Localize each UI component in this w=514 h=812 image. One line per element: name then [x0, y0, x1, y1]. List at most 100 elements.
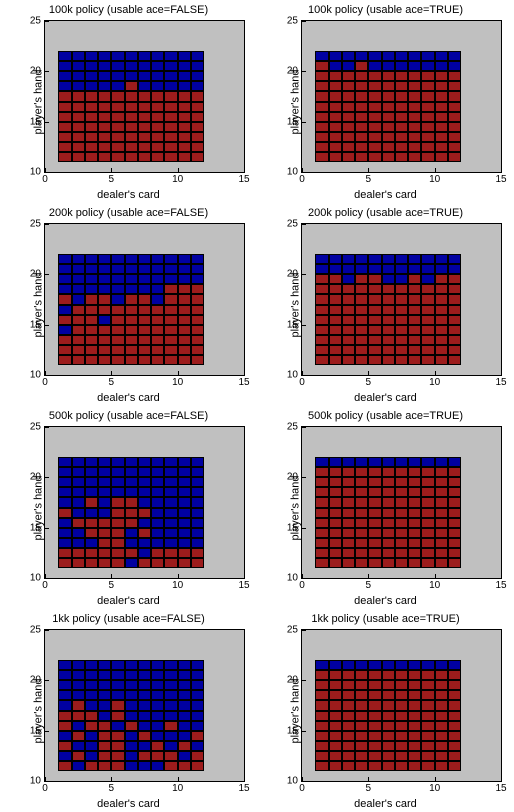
policy-cell: [368, 558, 381, 568]
policy-cell: [421, 487, 434, 497]
policy-cell: [355, 508, 368, 518]
panel-5: 500k policy (usable ace=TRUE)05101510152…: [257, 406, 514, 609]
panel-4: 500k policy (usable ace=FALSE)0510151015…: [0, 406, 257, 609]
policy-cell: [408, 71, 421, 81]
policy-cell: [395, 132, 408, 142]
policy-cell: [342, 355, 355, 365]
policy-cell: [58, 741, 71, 751]
policy-cell: [138, 315, 151, 325]
policy-cell: [58, 477, 71, 487]
policy-cell: [125, 761, 138, 771]
policy-cell: [125, 71, 138, 81]
policy-cell: [58, 142, 71, 152]
policy-cell: [72, 132, 85, 142]
ylabel: player's hand: [290, 272, 302, 337]
policy-cell: [421, 81, 434, 91]
policy-cell: [164, 548, 177, 558]
policy-cell: [395, 538, 408, 548]
ylabel: player's hand: [33, 678, 45, 743]
policy-cell: [151, 61, 164, 71]
policy-cell: [111, 670, 124, 680]
policy-cell: [111, 761, 124, 771]
policy-cell: [72, 538, 85, 548]
policy-cell: [85, 508, 98, 518]
policy-cell: [395, 690, 408, 700]
policy-cell: [164, 518, 177, 528]
xlabel: dealer's card: [257, 595, 514, 607]
policy-cell: [111, 81, 124, 91]
policy-cell: [315, 305, 328, 315]
policy-cell: [355, 741, 368, 751]
policy-cell: [191, 721, 204, 731]
policy-cell: [98, 721, 111, 731]
policy-cell: [98, 487, 111, 497]
policy-cell: [408, 61, 421, 71]
policy-cell: [98, 305, 111, 315]
policy-cell: [72, 508, 85, 518]
policy-cell: [408, 315, 421, 325]
policy-cell: [72, 274, 85, 284]
policy-cell: [85, 305, 98, 315]
ytick: 25: [30, 422, 45, 433]
policy-cell: [435, 761, 448, 771]
policy-cell: [125, 721, 138, 731]
policy-cell: [125, 518, 138, 528]
policy-cell: [329, 284, 342, 294]
policy-cell: [368, 751, 381, 761]
policy-cell: [58, 112, 71, 122]
policy-cell: [315, 335, 328, 345]
policy-cell: [151, 680, 164, 690]
policy-cell: [178, 508, 191, 518]
policy-cell: [421, 761, 434, 771]
policy-cell: [111, 355, 124, 365]
policy-cell: [98, 102, 111, 112]
policy-cell: [315, 51, 328, 61]
policy-cell: [125, 102, 138, 112]
policy-cell: [408, 264, 421, 274]
policy-cell: [329, 81, 342, 91]
policy-cell: [72, 355, 85, 365]
policy-cell: [178, 142, 191, 152]
policy-cell: [164, 538, 177, 548]
policy-cell: [72, 142, 85, 152]
policy-cell: [125, 254, 138, 264]
policy-cell: [368, 467, 381, 477]
policy-cell: [164, 711, 177, 721]
xtick: 15: [238, 172, 249, 185]
policy-cell: [355, 112, 368, 122]
policy-cell: [151, 355, 164, 365]
policy-cell: [448, 548, 461, 558]
policy-cell: [72, 51, 85, 61]
policy-cell: [138, 508, 151, 518]
policy-cell: [382, 761, 395, 771]
policy-cell: [191, 680, 204, 690]
policy-cell: [178, 122, 191, 132]
policy-cell: [435, 305, 448, 315]
policy-cell: [448, 112, 461, 122]
policy-cell: [421, 325, 434, 335]
policy-cell: [355, 284, 368, 294]
policy-cell: [315, 558, 328, 568]
policy-cell: [421, 122, 434, 132]
policy-cell: [315, 71, 328, 81]
policy-cell: [368, 528, 381, 538]
policy-cell: [342, 71, 355, 81]
policy-cell: [315, 660, 328, 670]
policy-cell: [111, 680, 124, 690]
policy-cell: [435, 680, 448, 690]
panel-2: 200k policy (usable ace=FALSE)0510151015…: [0, 203, 257, 406]
policy-cell: [58, 325, 71, 335]
policy-cell: [329, 132, 342, 142]
policy-cell: [151, 315, 164, 325]
policy-cell: [178, 152, 191, 162]
policy-cell: [125, 294, 138, 304]
policy-cell: [98, 731, 111, 741]
policy-cell: [435, 132, 448, 142]
policy-cell: [315, 721, 328, 731]
policy-cell: [58, 254, 71, 264]
policy-cell: [85, 700, 98, 710]
policy-cell: [408, 152, 421, 162]
policy-cell: [342, 680, 355, 690]
policy-cell: [329, 254, 342, 264]
policy-cell: [85, 355, 98, 365]
